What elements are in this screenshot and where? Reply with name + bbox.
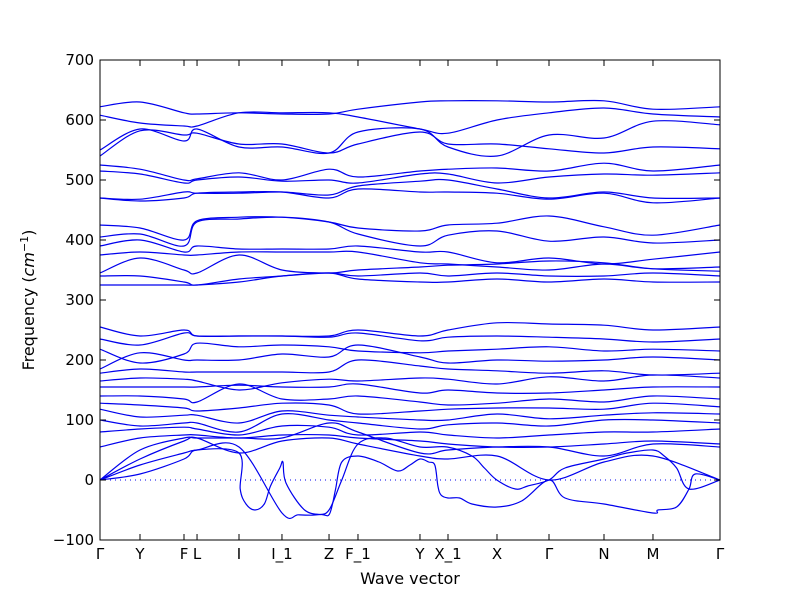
x-tick-label: M: [647, 545, 660, 563]
band-line-1: [99, 99, 721, 116]
band-line-29: [99, 422, 721, 481]
band-line-12: [99, 250, 721, 271]
band-line-13: [99, 254, 721, 275]
y-tick-label: 400: [65, 231, 94, 249]
band-line-10: [99, 216, 721, 247]
band-line-4: [99, 129, 721, 157]
y-axis-title-exponent: −1: [18, 236, 31, 252]
band-line-14: [99, 272, 721, 286]
x-tick-label: X_1: [434, 545, 461, 564]
band-line-32: [99, 437, 721, 520]
x-tick-label: X: [492, 545, 502, 563]
band-line-23: [99, 383, 721, 406]
y-tick-label: 700: [65, 51, 94, 69]
band-line-31: [99, 448, 721, 517]
y-tick-label: 100: [65, 411, 94, 429]
x-tick-label: F_1: [345, 545, 371, 564]
band-line-25: [99, 408, 721, 424]
x-tick-label: Γ: [716, 545, 725, 563]
x-tick-label: Z: [324, 545, 334, 563]
band-line-11: [99, 239, 721, 265]
y-tick-label: 500: [65, 171, 94, 189]
y-tick-label: −100: [53, 531, 94, 549]
x-axis: Γ Y F L I I_1 Z F_1 Y X_1 X Γ N M Γ: [96, 60, 725, 564]
band-line-7: [99, 178, 721, 201]
band-line-22: [99, 383, 721, 394]
band-line-6: [99, 170, 721, 184]
y-tick-label: 600: [65, 111, 94, 129]
x-tick-label: F: [180, 545, 189, 563]
x-tick-label: Γ: [96, 545, 105, 563]
band-line-20: [99, 359, 721, 376]
y-tick-label: 300: [65, 291, 94, 309]
plot-frame: [99, 59, 721, 541]
band-line-2: [99, 107, 721, 135]
x-tick-label: L: [193, 545, 202, 563]
x-tick-label: Y: [134, 545, 145, 563]
band-line-3: [99, 120, 721, 157]
x-tick-label: Y: [414, 545, 425, 563]
band-line-16: [99, 321, 721, 338]
band-line-28: [99, 434, 721, 448]
x-tick-label: I_1: [271, 545, 292, 564]
y-axis-title-unit: cm: [19, 252, 38, 276]
band-line-15: [100, 272, 721, 286]
band-line-30: [99, 436, 721, 481]
y-axis: −100 0 100 200 300 400 500 600 700: [53, 51, 720, 549]
band-line-9: [99, 215, 721, 241]
band-line-8: [99, 188, 721, 204]
band-line-21: [99, 374, 721, 391]
y-axis-title-base: Frequency (: [19, 276, 38, 370]
y-tick-label: 200: [65, 351, 94, 369]
phonon-branches: [99, 99, 721, 520]
band-line-5: [99, 162, 721, 182]
x-tick-label: N: [598, 545, 609, 563]
y-axis-title: Frequency (cm−1): [18, 230, 38, 371]
band-line-24: [99, 402, 721, 415]
y-axis-title-close: ): [19, 230, 38, 236]
band-line-19: [99, 344, 721, 370]
y-tick-label: 0: [84, 471, 94, 489]
x-axis-title: Wave vector: [360, 569, 460, 588]
band-line-26: [99, 413, 721, 433]
x-tick-label: I: [237, 545, 241, 563]
x-tick-label: Γ: [545, 545, 554, 563]
band-line-18: [99, 342, 721, 364]
band-line-17: [99, 332, 721, 346]
band-line-27: [99, 424, 721, 439]
